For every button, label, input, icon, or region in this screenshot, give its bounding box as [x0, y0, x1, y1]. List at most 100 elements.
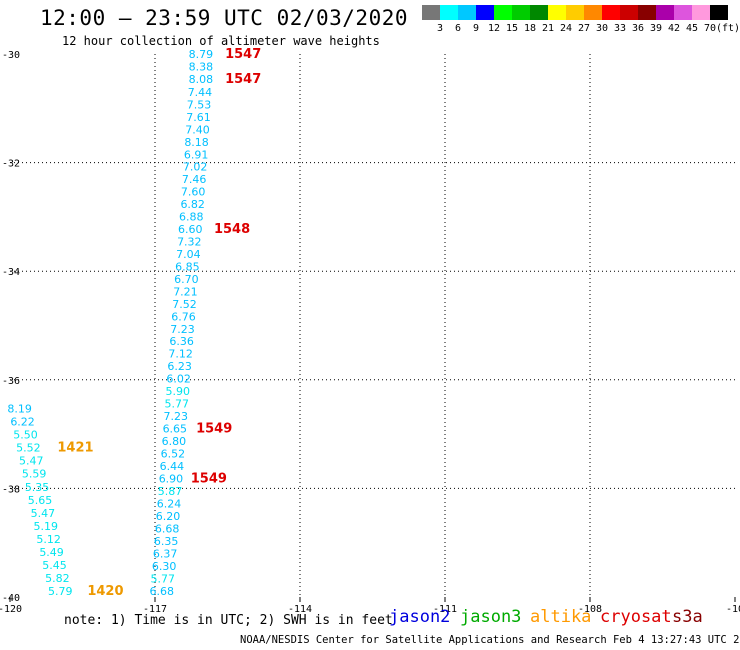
legend-tick-label: 21	[541, 23, 555, 34]
legend-tick-label: 3	[436, 23, 444, 34]
wave-height-label: 5.90	[165, 385, 190, 398]
wave-height-label: 8.38	[189, 60, 214, 73]
legend-swatch	[620, 5, 638, 20]
legend-swatch	[638, 5, 656, 20]
wave-height-label: 6.91	[184, 148, 209, 161]
wave-height-label: 6.37	[153, 548, 178, 561]
note-text: note: 1) Time is in UTC; 2) SWH is in fe…	[64, 613, 393, 628]
x-tick-label: -114	[288, 604, 312, 615]
pass-time-label: 1547	[225, 72, 261, 87]
legend-tick-label: 24	[559, 23, 573, 34]
wave-height-label: 7.21	[173, 285, 198, 298]
pass-time-label: 1548	[214, 222, 250, 237]
legend-tick-label: 39	[649, 23, 663, 34]
page-title: 12:00 – 23:59 UTC 02/03/2020	[40, 6, 409, 30]
wave-height-label: 6.22	[10, 416, 35, 429]
legend-swatch	[656, 5, 674, 20]
wave-height-label: 5.47	[31, 507, 56, 520]
legend-unit: (ft)	[716, 23, 740, 34]
wave-height-label: 7.46	[182, 173, 207, 186]
wave-height-label: 5.35	[25, 481, 50, 494]
legend-tick-label: 70	[703, 23, 717, 34]
wave-height-label: 7.52	[172, 298, 197, 311]
wave-height-label: 7.02	[183, 160, 208, 173]
x-tick-label: -108	[578, 604, 602, 615]
wave-height-label: 6.52	[161, 448, 186, 461]
wave-height-label: 7.32	[177, 235, 202, 248]
wave-height-label: 7.61	[186, 111, 211, 124]
wave-height-label: 6.70	[174, 273, 199, 286]
legend-swatch	[548, 5, 566, 20]
x-tick-label: -10	[726, 604, 740, 615]
legend-tick-label: 30	[595, 23, 609, 34]
wave-height-label: 8.19	[7, 403, 32, 416]
legend-tick-label: 27	[577, 23, 591, 34]
wave-height-label: 6.90	[159, 473, 184, 486]
wave-height-label: 5.49	[39, 546, 64, 559]
legend-tick-label: 9	[472, 23, 480, 34]
legend-tick-label: 45	[685, 23, 699, 34]
satellite-label-cryosat: cryosat	[600, 607, 672, 627]
wave-height-label: 7.60	[181, 185, 206, 198]
wave-height-label: 6.65	[163, 423, 188, 436]
y-tick-label: -36	[2, 376, 20, 387]
wave-height-label: 8.08	[189, 73, 214, 86]
wave-height-label: 5.87	[158, 485, 183, 498]
legend-swatch	[440, 5, 458, 20]
y-tick-label: -38	[2, 484, 20, 495]
wave-height-label: 5.45	[42, 559, 67, 572]
wave-height-label: 7.53	[187, 98, 212, 111]
wave-height-label: 5.52	[16, 442, 41, 455]
wave-height-label: 5.12	[36, 533, 61, 546]
wave-height-label: 8.79	[189, 48, 214, 61]
wave-height-label: 6.85	[175, 260, 200, 273]
wave-height-label: 6.68	[150, 585, 175, 598]
legend-swatch	[692, 5, 710, 20]
x-tick-label: -117	[143, 604, 167, 615]
wave-height-label: 7.40	[185, 123, 210, 136]
wave-height-label: 8.18	[184, 136, 209, 149]
legend-tick-label: 12	[487, 23, 501, 34]
wave-height-label: 6.23	[167, 360, 192, 373]
wave-height-label: 5.65	[28, 494, 53, 507]
y-tick-label: -30	[2, 50, 20, 61]
pass-time-label: 1420	[87, 584, 123, 599]
legend-tick-label: 42	[667, 23, 681, 34]
legend-swatch	[584, 5, 602, 20]
wave-height-label: 6.30	[152, 560, 177, 573]
wave-height-label: 6.82	[180, 198, 205, 211]
wave-height-label: 5.59	[22, 468, 47, 481]
pass-time-label: 1549	[196, 422, 232, 437]
wave-height-label: 7.12	[168, 348, 193, 361]
legend-swatch	[422, 5, 440, 20]
wave-height-label: 5.77	[150, 573, 175, 586]
wave-height-label: 5.77	[165, 398, 190, 411]
wave-height-label: 6.35	[154, 535, 179, 548]
satellite-label-jason3: jason3	[460, 607, 522, 627]
wave-height-label: 6.60	[178, 223, 203, 236]
legend-tick-label: 6	[454, 23, 462, 34]
x-tick-label: -120	[0, 604, 22, 615]
legend-swatch	[674, 5, 692, 20]
page-subtitle: 12 hour collection of altimeter wave hei…	[62, 34, 380, 48]
wave-height-label: 7.23	[170, 323, 195, 336]
legend-swatch	[710, 5, 728, 20]
wave-height-label: 5.79	[48, 585, 73, 598]
y-tick-label: -34	[2, 267, 20, 278]
wave-height-label: 5.19	[34, 520, 59, 533]
pass-time-label: 1549	[191, 472, 227, 487]
wave-height-label: 7.23	[164, 410, 189, 423]
pass-time-label: 1547	[225, 47, 261, 62]
wave-height-label: 5.82	[45, 572, 70, 585]
footer-credit: NOAA/NESDIS Center for Satellite Applica…	[240, 634, 740, 646]
satellite-label-jason2: jason2	[389, 607, 451, 627]
legend-tick-label: 36	[631, 23, 645, 34]
wave-height-label: 6.68	[155, 523, 180, 536]
legend-swatch	[602, 5, 620, 20]
legend-swatch	[458, 5, 476, 20]
legend-swatch	[530, 5, 548, 20]
legend-swatch	[566, 5, 584, 20]
pass-time-label: 1421	[57, 441, 93, 456]
wave-height-label: 6.88	[179, 210, 204, 223]
